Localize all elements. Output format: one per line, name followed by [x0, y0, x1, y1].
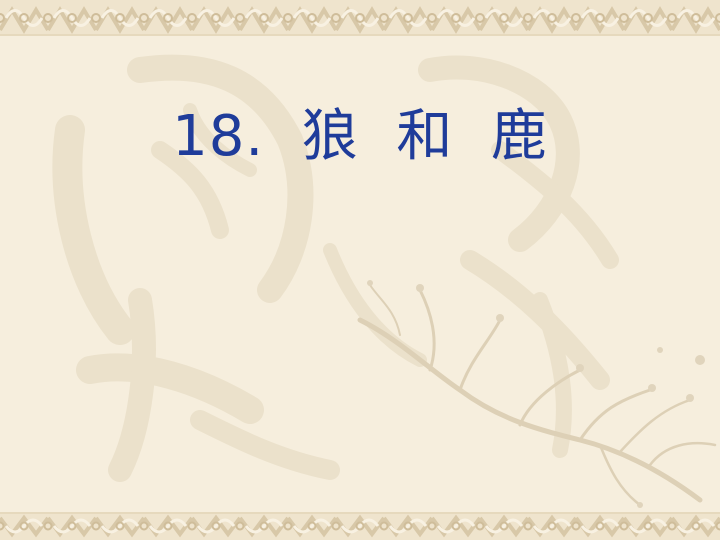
top-ornamental-border — [0, 0, 720, 36]
slide-title: 18. 狼 和 鹿 — [172, 104, 548, 169]
bottom-ornamental-border — [0, 512, 720, 540]
